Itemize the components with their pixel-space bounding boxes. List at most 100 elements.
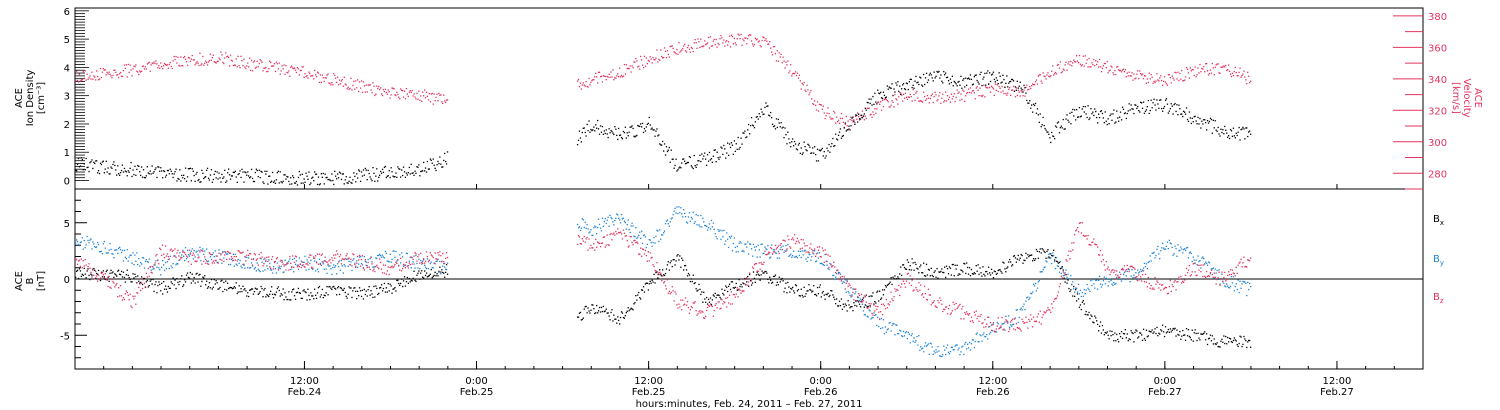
bx-series-point [1017, 254, 1019, 257]
density-series-point [714, 149, 716, 151]
bz-series-point [150, 271, 152, 273]
bx-series-point [1020, 253, 1022, 256]
velocity-series-point [1022, 95, 1024, 97]
bx-series-point [1160, 329, 1162, 331]
by-series-point [939, 355, 941, 357]
bx-series-point [867, 305, 869, 307]
by-series-point [372, 266, 374, 268]
density-series-point [885, 96, 887, 98]
density-series-point [1168, 110, 1170, 112]
by-series-point [677, 213, 679, 215]
by-series-point [1018, 316, 1020, 319]
bx-series-point [320, 294, 322, 296]
velocity-series-point [690, 46, 692, 48]
density-series-point [415, 172, 417, 174]
bz-series-point [97, 280, 99, 282]
by-series-point [1025, 300, 1027, 302]
density-series-point [900, 93, 902, 96]
velocity-series-point [894, 93, 896, 96]
density-series-point [336, 178, 338, 180]
by-series-point [436, 260, 438, 262]
bz-series-point [347, 258, 349, 260]
velocity-series-point [934, 91, 936, 93]
density-series-point [655, 130, 657, 132]
density-series-point [1228, 137, 1231, 140]
velocity-y-tick-label: 300 [1428, 138, 1447, 149]
bx-series-point [1035, 248, 1038, 251]
by-series-point [946, 344, 949, 346]
bx-series-point [340, 287, 343, 289]
velocity-series-point [956, 89, 958, 91]
bx-series-point [737, 289, 739, 291]
bz-series-point [194, 260, 196, 262]
velocity-series-point [1191, 69, 1193, 71]
by-series-point [366, 265, 368, 267]
by-series-point [829, 262, 831, 265]
density-series-point [619, 134, 621, 137]
density-series-point [919, 76, 921, 78]
by-series-point [840, 279, 843, 281]
velocity-series-point [111, 77, 113, 79]
velocity-series-point [1196, 74, 1198, 76]
bz-series-point [594, 249, 596, 251]
velocity-series-point [949, 101, 952, 103]
bx-series-point [1190, 339, 1192, 341]
by-series-point [231, 260, 234, 262]
by-series-point [1062, 275, 1064, 277]
bz-series-point [103, 277, 105, 279]
by-series-point [396, 260, 398, 262]
velocity-series-point [974, 98, 976, 100]
velocity-series-point [925, 98, 928, 100]
velocity-series-point [909, 93, 911, 96]
by-series-point [338, 260, 341, 262]
velocity-series-point [1089, 66, 1091, 68]
velocity-series-point [317, 72, 320, 74]
density-series-point [657, 135, 659, 137]
bx-series-point [308, 294, 310, 297]
bx-series-point [330, 287, 332, 289]
velocity-series-point [1028, 88, 1030, 91]
density-series-point [1233, 135, 1235, 137]
velocity-series-point [1029, 85, 1031, 88]
density-series-point [291, 183, 293, 185]
bx-series-point [1232, 339, 1235, 342]
bx-series-point [743, 283, 745, 285]
bx-series-point [645, 282, 647, 284]
by-series-point [717, 229, 719, 231]
density-series-point [652, 129, 654, 131]
bx-series-point [871, 295, 873, 297]
velocity-series-point [195, 62, 197, 64]
bx-series-point [620, 311, 623, 313]
density-series-point [943, 71, 945, 73]
bz-series-point [597, 242, 600, 244]
velocity-series-point [702, 45, 704, 48]
velocity-series-point [441, 101, 443, 103]
velocity-series-point [442, 102, 444, 105]
by-series-point [980, 335, 982, 337]
density-series-point [638, 125, 640, 127]
density-series-point [404, 176, 407, 178]
velocity-series-point [219, 59, 221, 61]
velocity-series-point [141, 65, 144, 68]
density-series-point [707, 160, 710, 162]
bx-series-point [179, 280, 181, 283]
velocity-series-point [656, 49, 658, 51]
bx-series-point [630, 307, 632, 309]
by-series-point [765, 248, 767, 250]
by-series-point [841, 282, 843, 285]
density-series-point [992, 71, 995, 73]
by-series-point [1232, 276, 1235, 278]
bz-series-point [262, 265, 264, 267]
bx-series-point [290, 299, 292, 301]
velocity-series-point [779, 56, 781, 58]
velocity-series-point [1245, 79, 1247, 81]
density-series-point [639, 125, 641, 128]
velocity-series-point [1200, 71, 1202, 73]
by-series-point [203, 253, 205, 256]
bx-series-point [1074, 295, 1076, 297]
bx-series-point [145, 281, 147, 283]
by-series-point [886, 329, 888, 331]
density-series-point [246, 174, 248, 176]
velocity-series-point [1086, 59, 1088, 61]
velocity-series-point [371, 92, 373, 94]
